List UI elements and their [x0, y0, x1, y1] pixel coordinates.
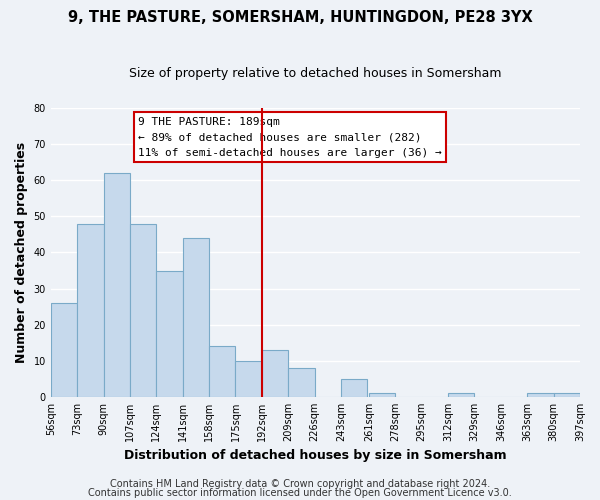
- X-axis label: Distribution of detached houses by size in Somersham: Distribution of detached houses by size …: [124, 450, 507, 462]
- Bar: [527, 394, 554, 397]
- Bar: [157, 270, 183, 397]
- Bar: [77, 224, 104, 397]
- Text: Contains public sector information licensed under the Open Government Licence v3: Contains public sector information licen…: [88, 488, 512, 498]
- Bar: [183, 238, 209, 397]
- Text: Contains HM Land Registry data © Crown copyright and database right 2024.: Contains HM Land Registry data © Crown c…: [110, 479, 490, 489]
- Bar: [341, 379, 367, 397]
- Bar: [104, 173, 130, 397]
- Bar: [235, 361, 262, 397]
- Y-axis label: Number of detached properties: Number of detached properties: [15, 142, 28, 363]
- Text: 9, THE PASTURE, SOMERSHAM, HUNTINGDON, PE28 3YX: 9, THE PASTURE, SOMERSHAM, HUNTINGDON, P…: [68, 10, 532, 25]
- Bar: [448, 394, 475, 397]
- Bar: [209, 346, 235, 397]
- Text: 9 THE PASTURE: 189sqm
← 89% of detached houses are smaller (282)
11% of semi-det: 9 THE PASTURE: 189sqm ← 89% of detached …: [138, 116, 442, 158]
- Bar: [51, 303, 77, 397]
- Title: Size of property relative to detached houses in Somersham: Size of property relative to detached ho…: [129, 68, 502, 80]
- Bar: [288, 368, 314, 397]
- Bar: [130, 224, 157, 397]
- Bar: [554, 394, 580, 397]
- Bar: [369, 394, 395, 397]
- Bar: [262, 350, 288, 397]
